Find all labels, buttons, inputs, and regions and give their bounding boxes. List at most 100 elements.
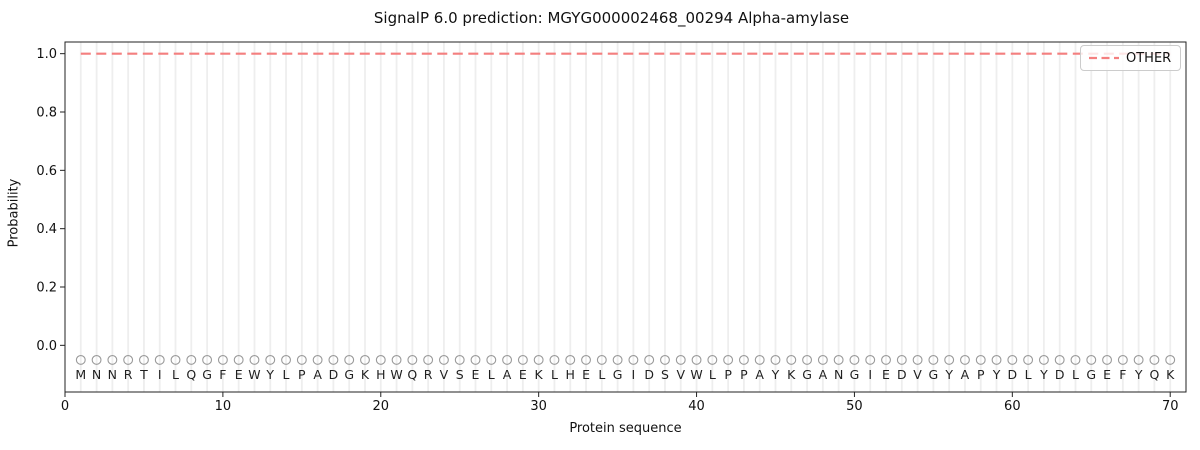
sequence-letter: W	[390, 367, 402, 382]
residue-marker	[1007, 354, 1018, 365]
residue-marker	[233, 354, 244, 365]
residue-marker	[596, 354, 607, 365]
sequence-letter: L	[1072, 367, 1079, 382]
residue-marker	[770, 354, 781, 365]
residue-marker	[928, 354, 939, 365]
residue-marker	[612, 354, 623, 365]
sequence-letter: T	[139, 367, 148, 382]
x-tick-label: 20	[373, 399, 390, 414]
sequence-letter: A	[503, 367, 512, 382]
residue-marker	[960, 354, 970, 365]
sequence-letter: W	[248, 367, 260, 382]
residue-marker	[1133, 354, 1144, 365]
sequence-letter: Y	[944, 367, 953, 382]
residue-marker	[802, 354, 813, 365]
chart-title: SignalP 6.0 prediction: MGYG000002468_00…	[373, 9, 850, 27]
sequence-letter: E	[882, 367, 890, 382]
residue-marker	[817, 354, 828, 365]
x-tick-label: 30	[530, 399, 547, 414]
sequence-letter: I	[632, 367, 636, 382]
sequence-letter: Y	[265, 367, 274, 382]
sequence-letter: H	[566, 367, 575, 382]
residue-marker	[486, 354, 497, 365]
residue-marker	[691, 354, 702, 365]
sequence-letter: K	[787, 367, 796, 382]
sequence-letter: I	[868, 367, 872, 382]
sequence-letter: L	[598, 367, 605, 382]
y-tick-label: 0.4	[36, 222, 57, 237]
legend-dash-line-icon	[1089, 56, 1119, 60]
y-tick-label: 0.0	[36, 339, 57, 354]
residue-marker	[138, 354, 149, 365]
residue-marker	[975, 354, 986, 365]
sequence-letter: I	[158, 367, 162, 382]
y-tick-label: 0.2	[36, 281, 57, 296]
sequence-letter: A	[313, 367, 322, 382]
residue-marker	[912, 354, 923, 365]
sequence-letter: D	[1055, 367, 1065, 382]
sequence-letter: E	[582, 367, 590, 382]
residue-marker	[517, 354, 528, 365]
residue-marker	[896, 354, 907, 365]
residue-marker	[123, 354, 134, 365]
residue-marker	[707, 354, 718, 365]
residue-marker	[375, 354, 386, 365]
residue-marker	[738, 354, 749, 365]
residue-marker	[1165, 354, 1176, 365]
sequence-letter: S	[661, 367, 669, 382]
sequence-letter: G	[613, 367, 623, 382]
sequence-letter: L	[709, 367, 716, 382]
x-axis-label: Protein sequence	[569, 421, 682, 436]
sequence-letter: Y	[1134, 367, 1143, 382]
sequence-letter: W	[690, 367, 702, 382]
residue-marker	[438, 354, 449, 365]
residue-marker	[217, 354, 228, 365]
residue-marker	[391, 354, 402, 365]
residue-marker	[865, 354, 876, 365]
plot-border	[64, 41, 1187, 393]
sequence-letter: N	[92, 367, 101, 382]
sequence-letter: G	[850, 367, 860, 382]
residue-marker	[1102, 354, 1113, 365]
residue-marker	[565, 354, 576, 365]
x-tick-label: 40	[688, 399, 705, 414]
sequence-letter: K	[535, 367, 544, 382]
sequence-letter: D	[897, 367, 907, 382]
residue-marker	[75, 354, 86, 365]
residue-marker	[423, 354, 434, 365]
residue-marker	[107, 354, 118, 365]
residue-marker	[186, 354, 197, 365]
residue-marker	[360, 354, 370, 365]
residue-marker	[833, 354, 844, 365]
x-tick-label: 60	[1004, 399, 1021, 414]
residue-marker	[265, 354, 276, 365]
sequence-letter: K	[1166, 367, 1175, 382]
sequence-letter: Y	[992, 367, 1001, 382]
y-tick-label: 0.6	[36, 164, 57, 179]
residue-marker	[754, 354, 765, 365]
residue-marker	[1070, 354, 1081, 365]
residue-marker	[502, 354, 513, 365]
sequence-letter: L	[283, 367, 290, 382]
x-tick-label: 50	[846, 399, 863, 414]
residue-marker	[170, 354, 181, 365]
residue-marker	[1023, 354, 1034, 365]
residue-marker	[723, 354, 734, 365]
residue-marker	[344, 354, 355, 365]
sequence-letter: N	[834, 367, 843, 382]
sequence-letter: L	[1025, 367, 1032, 382]
sequence-letter: M	[75, 367, 86, 382]
residue-marker	[407, 354, 418, 365]
sequence-letter: G	[344, 367, 354, 382]
residue-marker	[628, 354, 639, 365]
residue-marker	[1117, 354, 1128, 365]
sequence-letter: E	[1103, 367, 1111, 382]
residue-marker	[470, 354, 481, 365]
residue-marker	[328, 354, 339, 365]
sequence-letter: F	[1119, 367, 1126, 382]
sequence-letter: Y	[771, 367, 780, 382]
x-tick-label: 10	[215, 399, 232, 414]
sequence-letter: Q	[1150, 367, 1160, 382]
